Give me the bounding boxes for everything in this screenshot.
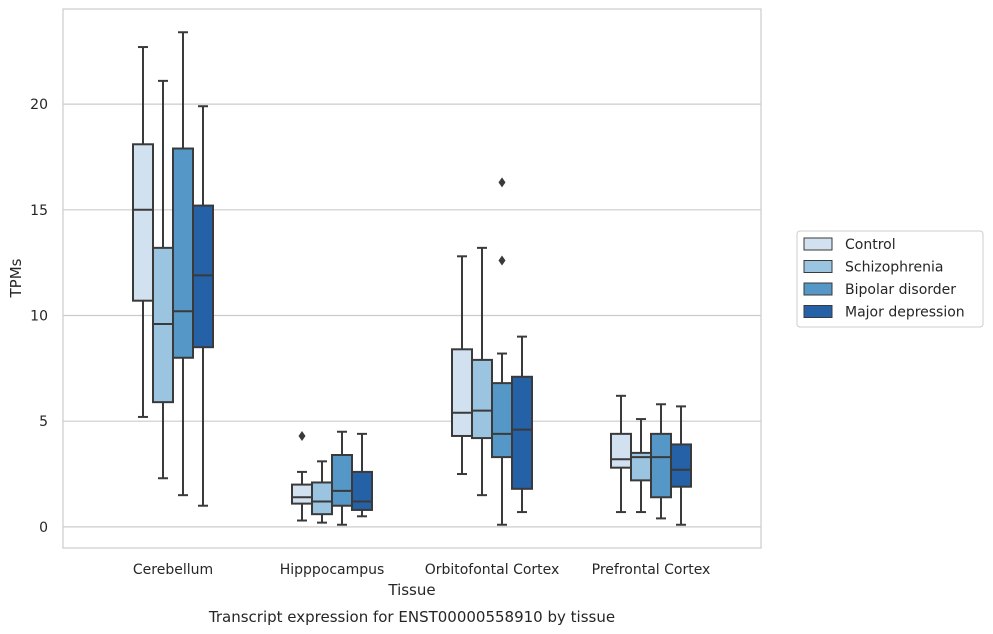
- y-tick-label: 10: [30, 308, 48, 324]
- legend-frame: [796, 230, 984, 328]
- box-major-depression-2: [511, 335, 533, 514]
- box-control-1: [291, 430, 313, 522]
- x-tick-label: Hipppocampus: [280, 562, 385, 578]
- iqr-box: [132, 143, 154, 302]
- legend-label: Bipolar disorder: [845, 282, 956, 298]
- legend-swatch: [803, 305, 833, 318]
- legend-label: Schizophrenia: [845, 260, 943, 276]
- outlier-point: [298, 430, 306, 441]
- iqr-box: [491, 382, 513, 459]
- y-tick-label: 20: [30, 97, 48, 113]
- iqr-box: [670, 443, 692, 488]
- outlier-point: [498, 177, 506, 188]
- outlier-point: [498, 255, 506, 266]
- iqr-box: [331, 453, 353, 507]
- legend: Control Schizophrenia Bipolar disorder Majo…: [796, 230, 984, 328]
- box-major-depression-1: [351, 432, 373, 518]
- y-tick-label: 5: [39, 414, 48, 430]
- y-tick-label: 15: [30, 203, 48, 219]
- iqr-box: [511, 375, 533, 490]
- iqr-box: [172, 147, 194, 359]
- chart-caption: Transcript expression for ENST0000055891…: [208, 608, 615, 626]
- box-schizophrenia-1: [311, 460, 333, 524]
- iqr-box: [311, 481, 333, 516]
- iqr-box: [192, 204, 214, 349]
- box-bipolar-disorder-2: [491, 177, 513, 526]
- iqr-box: [291, 483, 313, 505]
- x-tick-labels: Cerebellum Hipppocampus Orbitofontal Corte…: [133, 562, 710, 578]
- iqr-box: [650, 432, 672, 499]
- box-control-2: [451, 255, 473, 476]
- x-tick-label: Prefrontal Cortex: [592, 562, 711, 578]
- box-major-depression-0: [192, 105, 214, 507]
- iqr-box: [451, 348, 473, 437]
- legend-label: Major depression: [845, 305, 965, 321]
- box-major-depression-3: [670, 405, 692, 526]
- x-axis-title: Tissue: [387, 581, 435, 599]
- box-bipolar-disorder-1: [331, 430, 353, 526]
- x-tick-label: Orbitofontal Cortex: [425, 562, 560, 578]
- box-schizophrenia-2: [471, 246, 493, 497]
- legend-label: Control: [845, 237, 896, 253]
- y-axis-title: TPMs: [7, 258, 25, 298]
- box-control-0: [132, 46, 154, 418]
- iqr-box: [152, 246, 174, 404]
- x-tick-label: Cerebellum: [133, 562, 213, 578]
- iqr-box: [610, 432, 632, 469]
- box-schizophrenia-3: [630, 418, 652, 514]
- box-groups: [132, 31, 692, 526]
- y-tick-labels: 0 5 10 15 20: [30, 97, 48, 536]
- iqr-box: [471, 358, 493, 440]
- box-schizophrenia-0: [152, 79, 174, 480]
- legend-swatch: [803, 282, 833, 296]
- box-control-3: [610, 394, 632, 514]
- box-bipolar-disorder-0: [172, 31, 194, 497]
- plot-frame: [62, 8, 762, 549]
- iqr-box: [351, 470, 373, 511]
- legend-swatch: [803, 260, 833, 273]
- box-bipolar-disorder-3: [650, 403, 672, 520]
- legend-swatch: [803, 237, 833, 251]
- y-tick-label: 0: [39, 520, 48, 536]
